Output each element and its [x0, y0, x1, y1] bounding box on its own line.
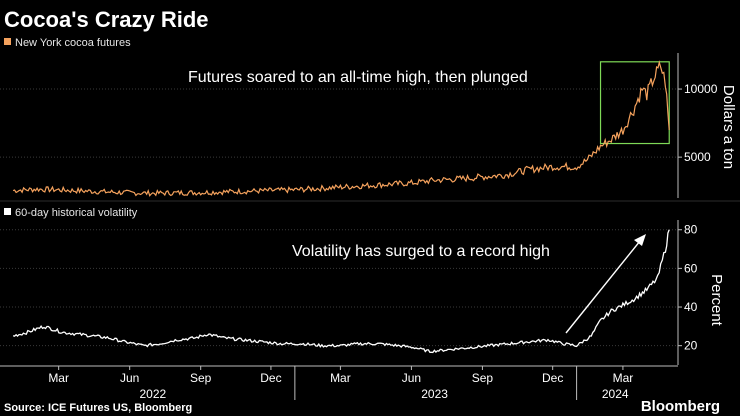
volatility-panel: 60-day historical volatility Volatility …	[0, 207, 725, 365]
x-tick-label: Jun	[402, 371, 421, 385]
x-year-label: 2023	[421, 387, 448, 401]
surge-arrowhead	[634, 234, 646, 246]
chart-title: Cocoa's Crazy Ride	[4, 7, 209, 32]
x-tick-label: Mar	[330, 371, 351, 385]
peak-highlight-box	[599, 61, 670, 145]
vol-y-axis-title: Percent	[708, 274, 725, 327]
vol-y-tick-label: 40	[684, 300, 698, 314]
volatility-line	[12, 229, 670, 354]
price-y-tick-label: 5000	[684, 150, 711, 164]
price-y-ticks: 5000 10000	[677, 53, 718, 198]
vol-y-ticks: 20 40 60 80	[677, 220, 698, 365]
price-annotation: Futures soared to an all-time high, then…	[188, 69, 528, 86]
price-y-axis-title: Dollars a ton	[720, 85, 737, 169]
vol-annotation: Volatility has surged to a record high	[292, 243, 550, 260]
x-tick-label: Jun	[120, 371, 139, 385]
x-tick-label: Dec	[542, 371, 563, 385]
x-axis-ticks: Mar Jun Sep Dec Mar Jun Sep Dec Mar 2022 2023 2024	[48, 366, 633, 401]
surge-arrow	[565, 240, 641, 334]
x-tick-label: Mar	[48, 371, 69, 385]
x-year-label: 2022	[139, 387, 166, 401]
x-year-label: 2024	[602, 387, 629, 401]
x-tick-label: Sep	[472, 371, 494, 385]
price-gridlines	[0, 88, 678, 158]
bloomberg-logo: Bloomberg	[641, 398, 720, 415]
x-axis: Mar Jun Sep Dec Mar Jun Sep Dec Mar 2022 2023 2024	[0, 365, 678, 401]
price-line	[12, 60, 670, 197]
x-tick-label: Sep	[190, 371, 212, 385]
vol-legend-label: 60-day historical volatility	[15, 207, 138, 219]
x-tick-label: Mar	[613, 371, 634, 385]
vol-y-tick-label: 20	[684, 339, 698, 353]
price-y-tick-label: 10000	[684, 82, 718, 96]
vol-legend-swatch	[4, 208, 11, 215]
price-panel: New York cocoa futures Futures soared to…	[0, 37, 737, 198]
price-legend-label: New York cocoa futures	[15, 37, 131, 49]
vol-y-tick-label: 80	[684, 223, 698, 237]
x-tick-label: Dec	[260, 371, 281, 385]
price-legend-swatch	[4, 38, 11, 45]
source-note: Source: ICE Futures US, Bloomberg	[4, 402, 192, 414]
vol-y-tick-label: 60	[684, 261, 698, 275]
